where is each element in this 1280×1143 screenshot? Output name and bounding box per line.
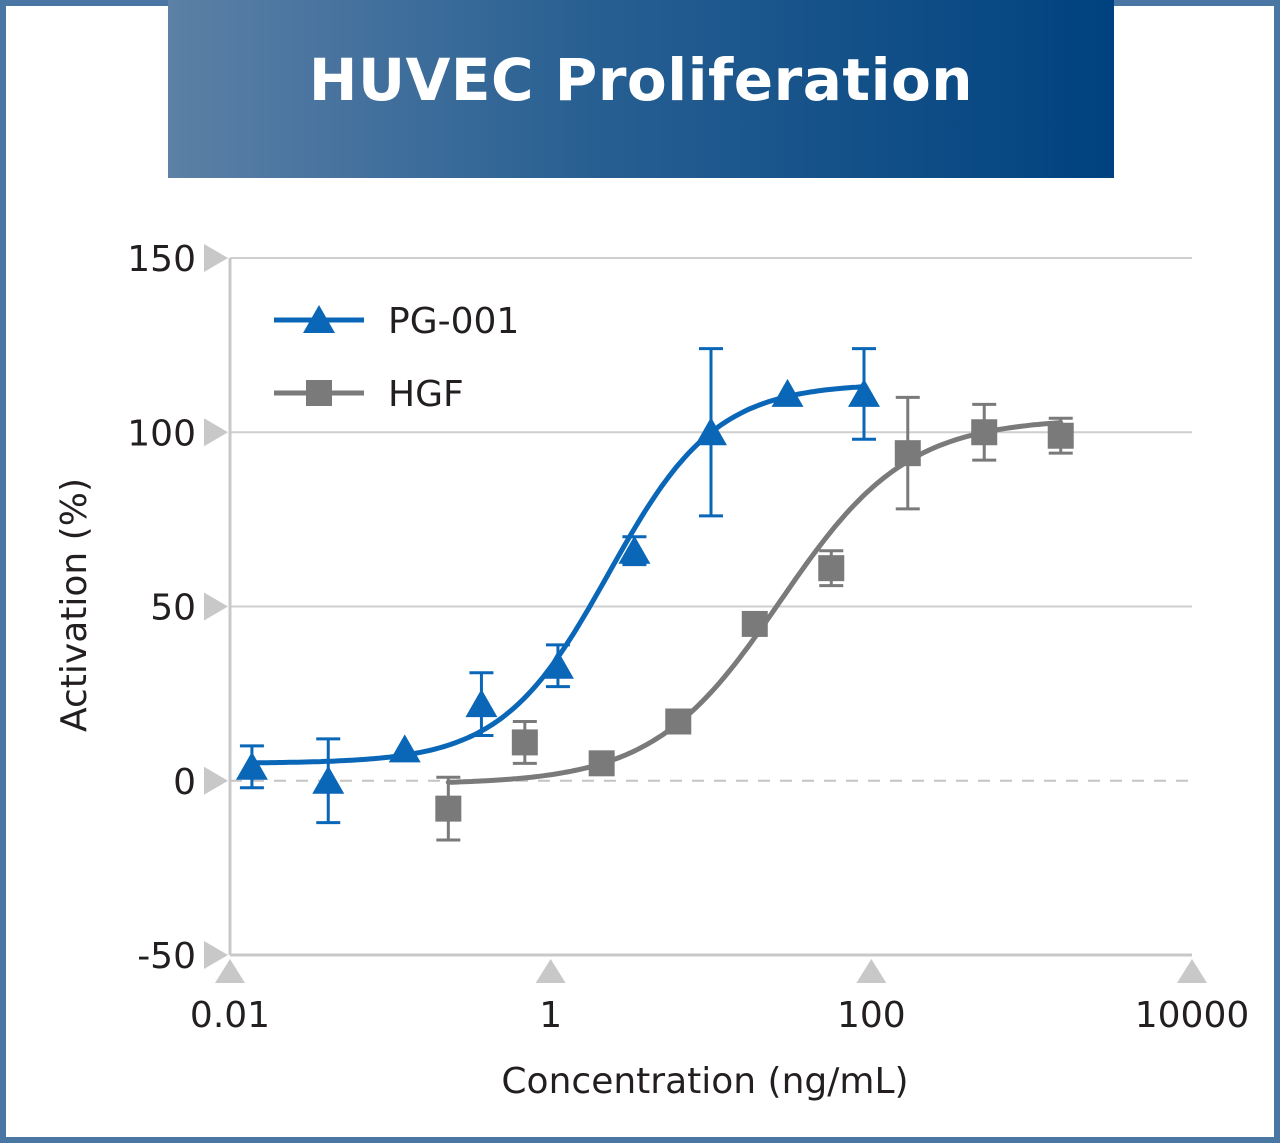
data-point-hgf xyxy=(741,610,768,637)
fit-curve-pg-001 xyxy=(249,384,867,766)
y-tick-marker xyxy=(204,418,228,447)
axes: -50 0 50 100 150 0.01 1 100 10000 xyxy=(127,239,1249,1036)
y-tick-label: 50 xyxy=(150,588,196,629)
y-tick-marker xyxy=(204,592,228,621)
data-point-hgf xyxy=(435,795,462,822)
chart-title: HUVEC Proliferation xyxy=(308,46,974,114)
data-point-pg-001 xyxy=(618,535,651,564)
x-tick-label: 100 xyxy=(837,995,906,1036)
data-point-hgf xyxy=(665,708,692,735)
fit-curve-hgf xyxy=(445,420,1064,785)
x-tick-marker xyxy=(215,959,245,983)
y-tick-label: -50 xyxy=(137,936,196,977)
data-point-pg-001 xyxy=(847,378,880,407)
y-axis-label: Activation (%) xyxy=(54,478,95,732)
data-point-pg-001 xyxy=(771,378,804,407)
legend-marker xyxy=(306,380,332,406)
y-tick-label: 100 xyxy=(127,413,196,454)
data-point-hgf xyxy=(588,750,615,777)
data-point-hgf xyxy=(971,419,998,446)
legend-marker xyxy=(303,305,335,333)
legend-label: HGF xyxy=(388,374,464,415)
grid-lines xyxy=(230,257,1192,782)
y-tick-marker xyxy=(204,766,228,795)
y-tick-label: 150 xyxy=(127,239,196,280)
x-tick-label: 10000 xyxy=(1135,995,1250,1036)
data-point-pg-001 xyxy=(388,734,421,763)
x-tick-label: 1 xyxy=(539,995,562,1036)
legend-label: PG-001 xyxy=(388,301,519,342)
x-tick-marker xyxy=(1177,959,1207,983)
x-tick-marker xyxy=(535,959,566,983)
y-tick-label: 0 xyxy=(173,762,196,803)
data-point-pg-001 xyxy=(312,765,345,794)
data-point-pg-001 xyxy=(541,650,574,679)
x-axis-label: Concentration (ng/mL) xyxy=(501,1061,908,1102)
title-banner: HUVEC Proliferation xyxy=(168,0,1114,178)
data-point-hgf xyxy=(511,729,538,756)
data-point-hgf xyxy=(894,440,921,467)
data-point-pg-001 xyxy=(235,751,268,780)
y-tick-marker xyxy=(204,941,228,969)
data-point-hgf xyxy=(818,555,845,582)
x-tick-marker xyxy=(856,959,887,983)
data-point-hgf xyxy=(1047,422,1074,449)
data-point-pg-001 xyxy=(465,689,498,718)
y-tick-marker xyxy=(204,244,228,272)
data-points xyxy=(235,347,1074,842)
legend: PG-001 HGF xyxy=(274,301,519,415)
fit-curves xyxy=(249,384,1064,785)
data-point-pg-001 xyxy=(695,417,727,446)
x-tick-label: 0.01 xyxy=(190,995,270,1036)
